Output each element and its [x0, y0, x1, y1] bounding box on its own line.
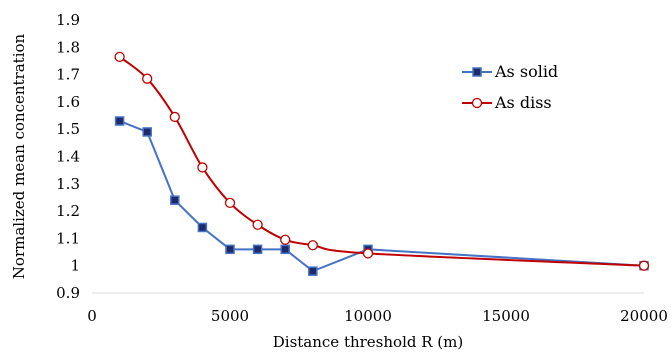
data-point-as-diss — [197, 162, 208, 173]
data-point-as-diss — [638, 260, 650, 271]
y-axis-title: Normalized mean concentration — [10, 33, 28, 279]
data-point-as-solid — [142, 127, 152, 137]
x-tick-label: 20000 — [620, 307, 668, 325]
data-point-as-diss — [307, 240, 318, 251]
y-tick-label: 1.1 — [56, 229, 80, 247]
data-point-as-diss — [280, 234, 291, 245]
data-point-as-diss — [362, 248, 374, 259]
legend-label: As diss — [494, 93, 552, 112]
series-layer — [114, 51, 650, 276]
x-tick-label: 5000 — [211, 307, 249, 325]
y-tick-label: 1.7 — [56, 66, 80, 84]
series-line-as-solid — [119, 120, 645, 273]
y-tick-label: 1.6 — [56, 93, 80, 111]
y-tick-label: 1.8 — [56, 38, 80, 56]
data-point-as-diss — [169, 111, 180, 123]
data-point-as-solid — [197, 222, 208, 233]
y-tick-label: 1.5 — [56, 120, 80, 138]
legend-item-as-solid: As solid — [462, 62, 558, 81]
legend-item-as-diss: As diss — [462, 93, 552, 112]
data-point-as-solid — [114, 116, 125, 126]
y-tick-label: 1.2 — [56, 202, 80, 220]
y-tick-label: 1.9 — [56, 11, 80, 29]
y-tick-label: 1.3 — [56, 175, 80, 193]
legend-marker — [471, 97, 483, 109]
data-point-as-solid — [170, 195, 180, 205]
series-line-as-diss — [118, 56, 645, 267]
data-point-as-solid — [225, 244, 235, 255]
data-point-as-diss — [252, 219, 263, 230]
x-tick-label: 0 — [87, 307, 97, 325]
legend: As solid As diss — [462, 62, 558, 112]
x-axis: 0 5000 10000 15000 20000 — [87, 292, 668, 325]
data-point-as-solid — [308, 266, 318, 276]
x-tick-label: 15000 — [482, 307, 530, 325]
data-point-as-diss — [224, 197, 236, 209]
x-tick-label: 10000 — [344, 307, 392, 325]
data-point-as-solid — [252, 244, 263, 255]
data-point-as-solid — [280, 244, 290, 255]
y-tick-label: 1.4 — [56, 148, 80, 166]
data-point-as-diss — [114, 51, 125, 63]
legend-label: As solid — [494, 62, 558, 81]
x-axis-title: Distance threshold R (m) — [273, 333, 463, 351]
data-point-as-diss — [142, 73, 153, 84]
y-tick-label: 1 — [70, 257, 80, 275]
y-axis: 0.9 1 1.1 1.2 1.3 1.4 1.5 1.6 1.7 1.8 1.9 — [56, 11, 80, 302]
y-tick-label: 0.9 — [56, 284, 80, 302]
legend-marker — [472, 67, 482, 77]
